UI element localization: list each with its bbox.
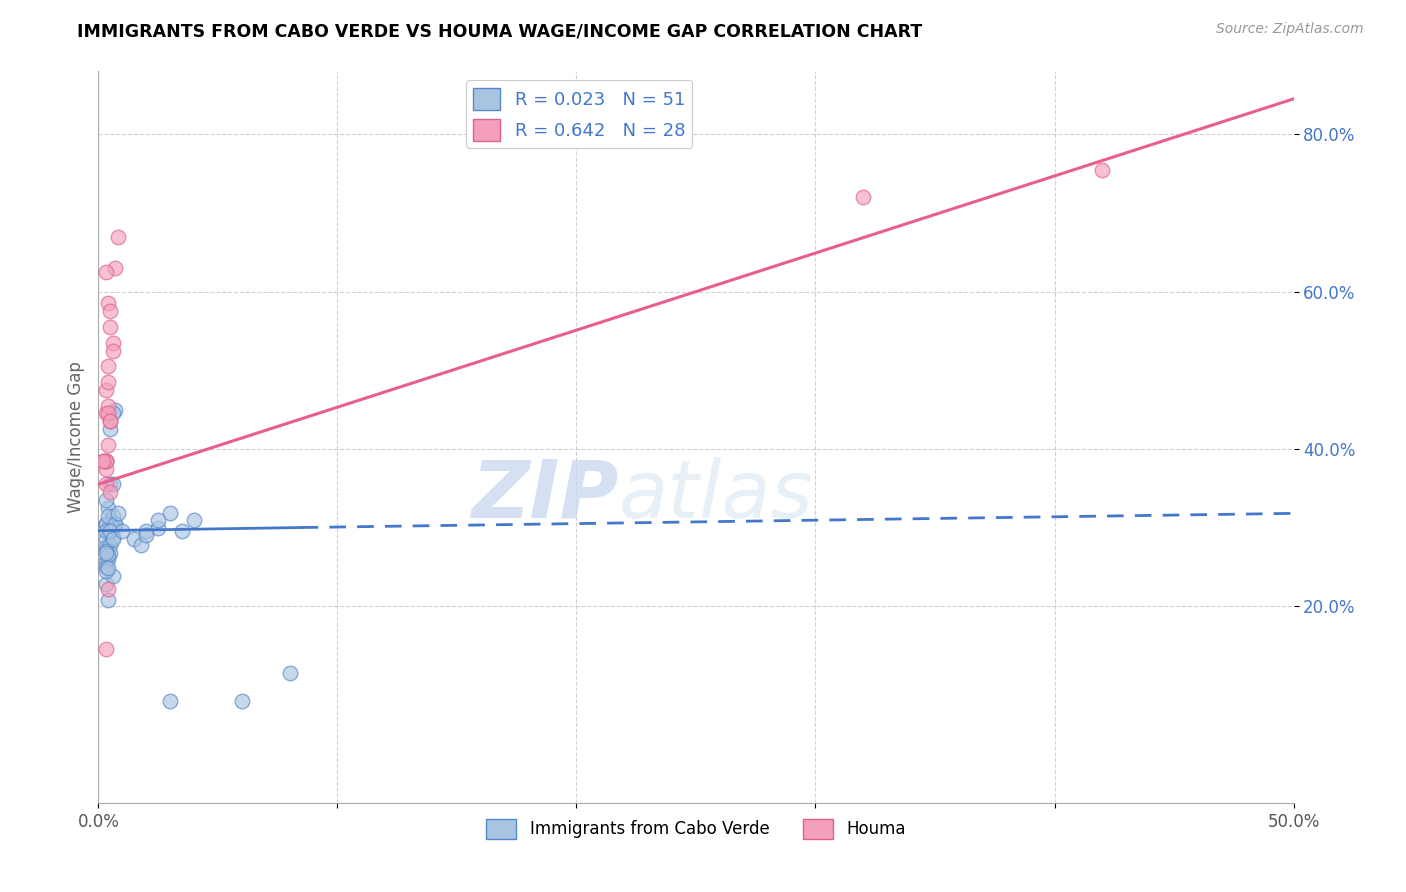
Point <box>94 453 117 467</box>
Point <box>98 320 122 334</box>
Point <box>94 516 117 531</box>
Point <box>94 453 117 467</box>
Point <box>94 493 117 508</box>
Point <box>94 383 117 397</box>
Point <box>98 546 122 560</box>
Point <box>94 265 117 279</box>
Point <box>98 538 122 552</box>
Point <box>97 296 120 310</box>
Y-axis label: Wage/Income Gap: Wage/Income Gap <box>66 361 84 513</box>
Point <box>148 513 170 527</box>
Legend: Immigrants from Cabo Verde, Houma: Immigrants from Cabo Verde, Houma <box>479 812 912 846</box>
Point <box>231 693 253 707</box>
Point <box>101 335 124 350</box>
Point <box>94 524 117 539</box>
Point <box>107 507 129 521</box>
Point <box>101 343 124 358</box>
Point <box>97 582 120 596</box>
Point <box>94 516 117 531</box>
Point <box>98 516 122 531</box>
Point <box>97 561 120 575</box>
Point <box>97 438 120 452</box>
Point <box>98 485 122 500</box>
Point <box>94 642 117 657</box>
Text: Source: ZipAtlas.com: Source: ZipAtlas.com <box>1216 22 1364 37</box>
Point <box>101 533 124 547</box>
Point <box>91 453 114 467</box>
Point <box>172 524 194 539</box>
Point <box>98 477 122 491</box>
Point <box>97 552 120 566</box>
Point <box>94 553 117 567</box>
Point <box>98 414 122 428</box>
Point <box>97 399 120 413</box>
Point <box>91 453 114 467</box>
Point <box>94 564 117 578</box>
Point <box>852 190 875 204</box>
Point <box>98 524 122 539</box>
Text: IMMIGRANTS FROM CABO VERDE VS HOUMA WAGE/INCOME GAP CORRELATION CHART: IMMIGRANTS FROM CABO VERDE VS HOUMA WAGE… <box>77 22 922 40</box>
Point <box>94 577 117 591</box>
Point <box>98 304 122 318</box>
Point <box>101 477 124 491</box>
Point <box>94 533 117 547</box>
Point <box>101 520 124 534</box>
Point <box>97 508 120 523</box>
Point <box>183 513 205 527</box>
Point <box>98 422 122 436</box>
Point <box>1091 162 1114 177</box>
Point <box>94 540 117 554</box>
Point <box>111 524 134 539</box>
Point <box>278 666 301 681</box>
Point <box>97 524 120 539</box>
Point <box>159 507 181 521</box>
Text: atlas: atlas <box>619 457 813 534</box>
Point <box>101 516 124 531</box>
Point <box>94 461 117 475</box>
Point <box>101 407 124 421</box>
Point <box>97 359 120 374</box>
Point <box>101 569 124 583</box>
Point <box>101 508 124 523</box>
Point <box>98 414 122 428</box>
Point <box>131 538 153 552</box>
Point <box>101 530 124 544</box>
Point <box>107 229 129 244</box>
Point <box>97 500 120 515</box>
Point <box>104 260 127 275</box>
Point <box>104 402 127 417</box>
Point <box>97 375 120 389</box>
Point <box>135 528 157 542</box>
Point <box>94 453 117 467</box>
Point <box>97 548 120 562</box>
Point <box>104 516 127 531</box>
Point <box>97 407 120 421</box>
Text: ZIP: ZIP <box>471 457 619 534</box>
Point <box>94 559 117 574</box>
Point <box>148 520 170 534</box>
Point <box>94 546 117 560</box>
Point <box>135 524 157 539</box>
Point <box>97 593 120 607</box>
Point <box>94 477 117 491</box>
Point <box>104 516 127 531</box>
Point <box>94 544 117 558</box>
Point <box>159 693 181 707</box>
Point <box>124 533 146 547</box>
Point <box>94 407 117 421</box>
